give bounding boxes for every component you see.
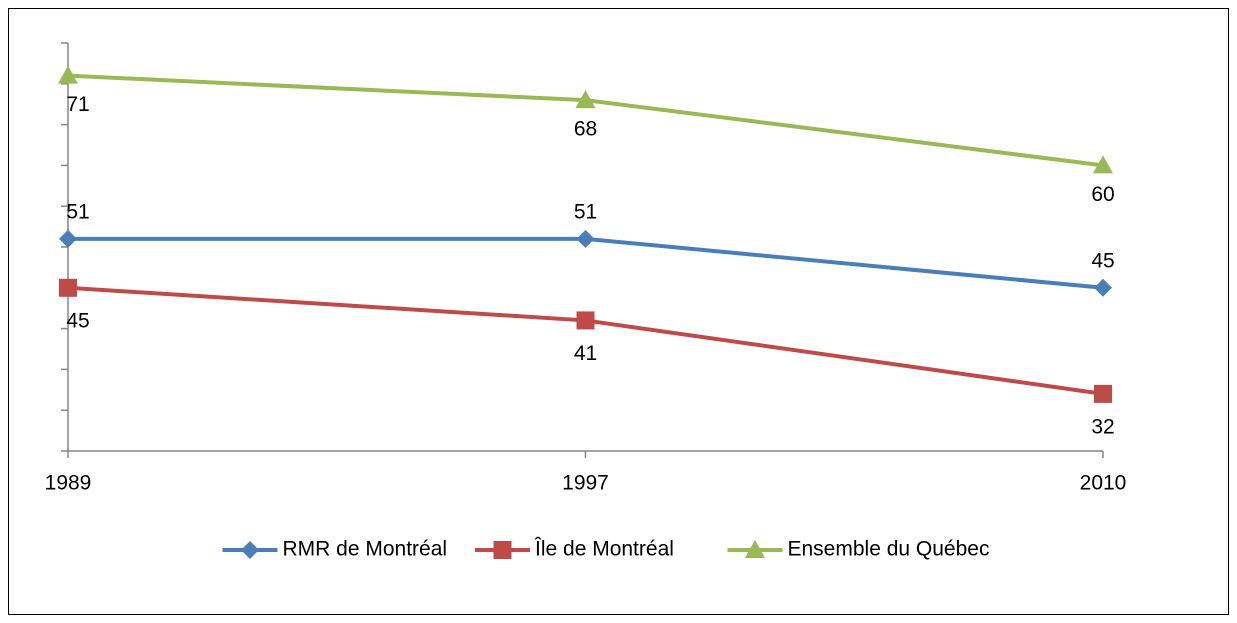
legend-marker [241,541,259,559]
legend-marker [745,540,765,558]
chart-frame [8,8,1229,615]
data-label: 45 [66,309,89,332]
data-label: 51 [574,200,597,223]
legend-label: Ensemble du Québec [788,538,990,561]
legend-label: RMR de Montréal [283,538,448,561]
data-label: 51 [66,200,89,223]
x-tick-label: 1997 [562,472,609,495]
data-point [1094,384,1112,403]
data-point [575,90,596,109]
data-label: 45 [1091,249,1114,272]
data-point [59,278,77,297]
data-label: 71 [66,93,89,116]
data-point [58,65,78,84]
legend-label: Île de Montréal [534,538,674,561]
data-point [576,311,595,330]
data-point [576,229,595,248]
x-tick-label: 2010 [1080,472,1127,495]
data-point [59,229,77,248]
data-point [1093,155,1113,174]
data-label: 41 [574,342,597,365]
legend-marker [493,541,512,559]
data-label: 60 [1091,183,1114,206]
data-point [1094,278,1112,297]
data-label: 68 [574,118,597,141]
data-label: 32 [1091,415,1114,438]
x-tick-label: 1989 [45,472,92,495]
